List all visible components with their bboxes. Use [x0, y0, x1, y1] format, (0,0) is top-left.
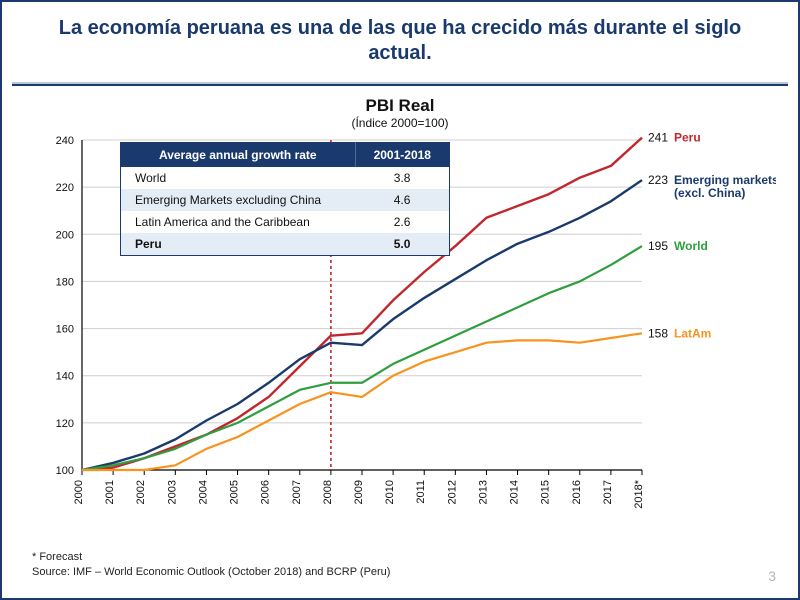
growth-table-value: 4.6	[355, 189, 449, 211]
chart-subtitle: (Índice 2000=100)	[2, 116, 798, 130]
svg-text:2007: 2007	[291, 480, 303, 504]
svg-text:160: 160	[56, 324, 74, 336]
svg-text:2002: 2002	[135, 480, 147, 504]
svg-text:2011: 2011	[415, 480, 427, 504]
growth-table-value: 5.0	[355, 233, 449, 256]
svg-text:2003: 2003	[166, 480, 178, 504]
svg-text:2018*: 2018*	[633, 479, 645, 508]
growth-table-row: World3.8	[121, 167, 450, 189]
slide-title-block: La economía peruana es una de las que ha…	[2, 2, 798, 76]
svg-text:2016: 2016	[571, 480, 583, 504]
page-number: 3	[768, 568, 776, 584]
chart-title: PBI Real	[2, 96, 798, 116]
svg-text:2001: 2001	[104, 480, 116, 504]
title-underline	[12, 82, 788, 86]
svg-text:2010: 2010	[384, 480, 396, 504]
svg-text:200: 200	[56, 229, 74, 241]
svg-text:2005: 2005	[229, 480, 241, 504]
svg-text:Peru: Peru	[674, 132, 701, 145]
svg-text:2004: 2004	[197, 480, 209, 504]
svg-text:LatAm: LatAm	[674, 326, 711, 340]
growth-table-value: 2.6	[355, 211, 449, 233]
svg-text:140: 140	[56, 371, 74, 383]
slide-title: La economía peruana es una de las que ha…	[42, 16, 758, 66]
growth-table-label: Peru	[121, 233, 356, 256]
svg-text:2015: 2015	[540, 480, 552, 504]
svg-text:240: 240	[56, 135, 74, 147]
svg-text:2014: 2014	[509, 480, 521, 504]
svg-text:120: 120	[56, 418, 74, 430]
svg-text:2012: 2012	[446, 480, 458, 504]
chart-header: PBI Real (Índice 2000=100)	[2, 96, 798, 130]
svg-text:World: World	[674, 239, 708, 253]
svg-text:223: 223	[648, 173, 668, 187]
svg-text:Emerging markets: Emerging markets	[674, 173, 776, 187]
svg-text:100: 100	[56, 465, 74, 477]
svg-text:158: 158	[648, 326, 668, 340]
growth-table-row: Emerging Markets excluding China4.6	[121, 189, 450, 211]
svg-text:220: 220	[56, 182, 74, 194]
svg-text:2013: 2013	[477, 480, 489, 504]
growth-rate-table: Average annual growth rate 2001-2018 Wor…	[120, 142, 450, 256]
svg-text:2000: 2000	[73, 480, 85, 504]
svg-text:2008: 2008	[322, 480, 334, 504]
growth-table-row: Latin America and the Caribbean2.6	[121, 211, 450, 233]
footnote-forecast: * Forecast	[32, 550, 390, 565]
svg-text:195: 195	[648, 239, 668, 253]
svg-text:(excl. China): (excl. China)	[674, 186, 745, 200]
growth-table-value: 3.8	[355, 167, 449, 189]
growth-table-row: Peru5.0	[121, 233, 450, 256]
footnote-source: Source: IMF – World Economic Outlook (Oc…	[32, 565, 390, 580]
svg-text:241: 241	[648, 132, 668, 145]
growth-table-header-label: Average annual growth rate	[121, 143, 356, 168]
svg-text:2017: 2017	[602, 480, 614, 504]
growth-table-header-period: 2001-2018	[355, 143, 449, 168]
svg-text:180: 180	[56, 276, 74, 288]
growth-table-label: Latin America and the Caribbean	[121, 211, 356, 233]
footnote-block: * Forecast Source: IMF – World Economic …	[32, 550, 390, 580]
svg-text:2006: 2006	[260, 480, 272, 504]
growth-table-label: Emerging Markets excluding China	[121, 189, 356, 211]
growth-table-label: World	[121, 167, 356, 189]
svg-text:2009: 2009	[353, 480, 365, 504]
